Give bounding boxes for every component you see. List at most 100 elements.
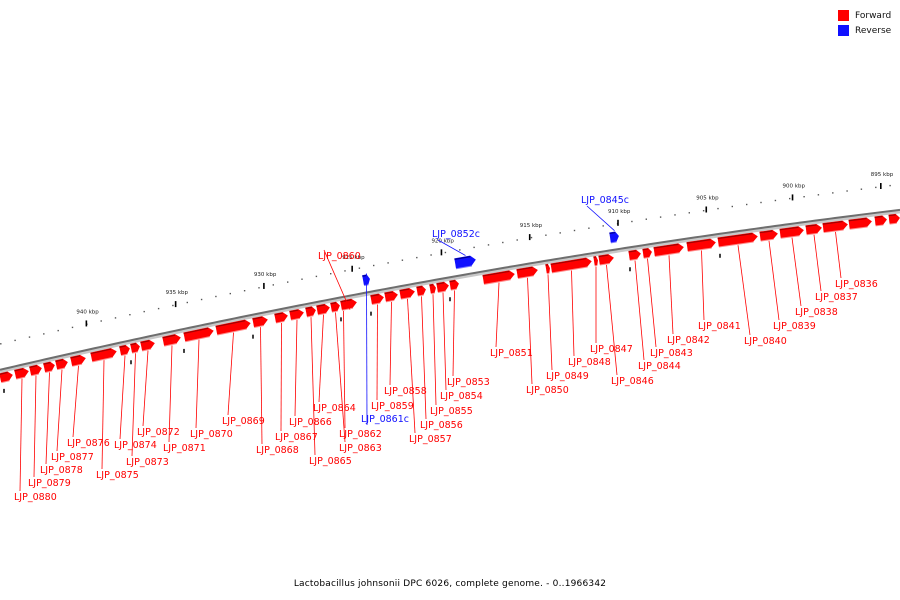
gene-arrow-ljp_0837-body [805, 223, 822, 235]
gene-label: LJP_0864 [313, 403, 356, 414]
gene-leader-line [376, 304, 378, 401]
scale-dot [373, 264, 375, 267]
gene-arrow-ljp_0859-body [370, 293, 384, 305]
gene-label: LJP_0870 [190, 429, 233, 440]
scale-dot [315, 275, 318, 278]
gene-arrow-ljp_0876-edge [70, 355, 81, 359]
gene-leader-line [101, 360, 105, 470]
gene-arrow-ljp_0844-edge [628, 250, 637, 253]
scale-dot [243, 290, 246, 292]
gene-arrow-ljp_0880 [14, 367, 29, 380]
gene-leader-line [335, 312, 346, 443]
gene-arrow [874, 215, 887, 227]
gene-arrow-ljp_0842 [653, 243, 684, 257]
scale-dot [559, 232, 561, 234]
gene-arrow-edge [888, 214, 896, 217]
scale-tick-label: 905 kbp [696, 195, 719, 201]
gene-arrow-ljp_0837-edge [805, 224, 817, 227]
gene-arrow-ljp_0850-edge [516, 266, 533, 271]
gene-arrow-ljp_0841-edge [686, 239, 711, 244]
gene-arrow-ljp_0866-edge [289, 309, 299, 313]
scale-tick-label: 910 kbp [608, 209, 631, 215]
gene-arrow-ljp_0845c-body [609, 231, 619, 243]
gene-arrow-ljp_0853-body [449, 279, 459, 290]
scale-dot [272, 284, 274, 286]
gene-label: LJP_0862 [339, 429, 382, 440]
gene-arrow-ljp_0855-body [429, 283, 436, 294]
gene-arrow-ljp_0880-edge [14, 368, 24, 372]
gene-arrow-ljp_0836 [822, 220, 848, 234]
gene-arrow-ljp_0875-body [90, 348, 117, 362]
gene-arrow-ljp_0870 [183, 327, 214, 343]
gene-arrow-edge [874, 215, 883, 219]
scale-dot [301, 278, 303, 280]
scale-dot [631, 220, 633, 223]
gene-arrow-ljp_0849 [545, 263, 550, 275]
gene-arrow-ljp_0838 [779, 226, 804, 239]
gene-label: LJP_0880 [14, 492, 57, 503]
gene-arrow-ljp_0856-edge [416, 286, 423, 289]
gene-arrow-ljp_0845c-edge [609, 231, 616, 235]
scale-dot [114, 317, 117, 319]
gene-label: LJP_0878 [40, 465, 83, 476]
gene-leader-line [407, 298, 416, 434]
gene-leader-line [768, 240, 780, 321]
scale-dot [602, 225, 604, 227]
gene-leader-line [813, 234, 822, 292]
gene-leader-line [280, 322, 282, 432]
scale-dot [789, 197, 791, 200]
gene-arrow [888, 213, 900, 225]
gene-label: LJP_0860 [318, 251, 361, 262]
scale-tick-label: 900 kbp [783, 183, 806, 189]
scale-tick-label: 940 kbp [76, 309, 99, 315]
gene-label: LJP_0874 [114, 440, 157, 451]
scale-dot [731, 205, 733, 208]
gene-label: LJP_0868 [256, 445, 299, 456]
gene-arrow-ljp_0875-edge [90, 348, 112, 355]
gene-arrow-ljp_0840-edge [717, 233, 753, 240]
gene-arrow-ljp_0860 [342, 298, 357, 311]
gene-label: LJP_0879 [28, 478, 71, 489]
gene-arrow-edge [848, 217, 867, 222]
scale-dot [760, 201, 762, 204]
gene-label: LJP_0844 [638, 361, 681, 372]
gene-arrow [848, 217, 872, 230]
gene-arrow-ljp_0851-edge [482, 270, 510, 277]
scale-dot [358, 267, 361, 269]
gene-arrow-ljp_0861c [362, 274, 370, 287]
gene-arrow-ljp_0846-edge [598, 254, 609, 258]
genome-caption: Lactobacillus johnsonii DPC 6026, comple… [293, 579, 607, 589]
gene-arrow-ljp_0836-edge [822, 220, 843, 225]
scale-dot [530, 236, 533, 239]
gene-arrow-ljp_0844 [628, 249, 641, 261]
gene-arrow-ljp_0859 [370, 293, 384, 305]
gene-arrow-ljp_0843-body [642, 247, 652, 258]
scale-dot [200, 298, 203, 301]
gene-arrow-ljp_0868-edge [252, 316, 263, 320]
gene-leader-line [389, 301, 392, 386]
gene-label: LJP_0856 [420, 420, 463, 431]
gene-leader-line [668, 255, 674, 335]
scale-dot [487, 244, 490, 246]
gene-leader-line [142, 350, 149, 427]
gene-arrow-ljp_0861c-body [362, 274, 370, 286]
gene-label: LJP_0861c [361, 414, 409, 425]
scale-dot [502, 241, 504, 244]
gene-label: LJP_0872 [137, 427, 180, 438]
gene-arrow-ljp_0856 [416, 285, 426, 297]
gene-arrow-ljp_0879-edge [29, 365, 38, 369]
gene-arrow-ljp_0848 [550, 257, 592, 274]
reverse-swatch [838, 25, 849, 36]
gene-label: LJP_0845c [581, 195, 629, 206]
gene-leader-line [606, 264, 618, 376]
gene-arrow-ljp_0860-edge [342, 299, 352, 303]
gene-arrow-ljp_0874-body [119, 344, 130, 356]
gene-arrow-ljp_0849-body [545, 263, 550, 274]
gene-label: LJP_0843 [650, 348, 693, 359]
scale-dot [674, 214, 676, 216]
scale-dot [157, 307, 160, 310]
scale-dot [229, 292, 231, 295]
scale-tick-label: 920 kbp [431, 238, 454, 244]
gene-leader-line [72, 365, 79, 438]
